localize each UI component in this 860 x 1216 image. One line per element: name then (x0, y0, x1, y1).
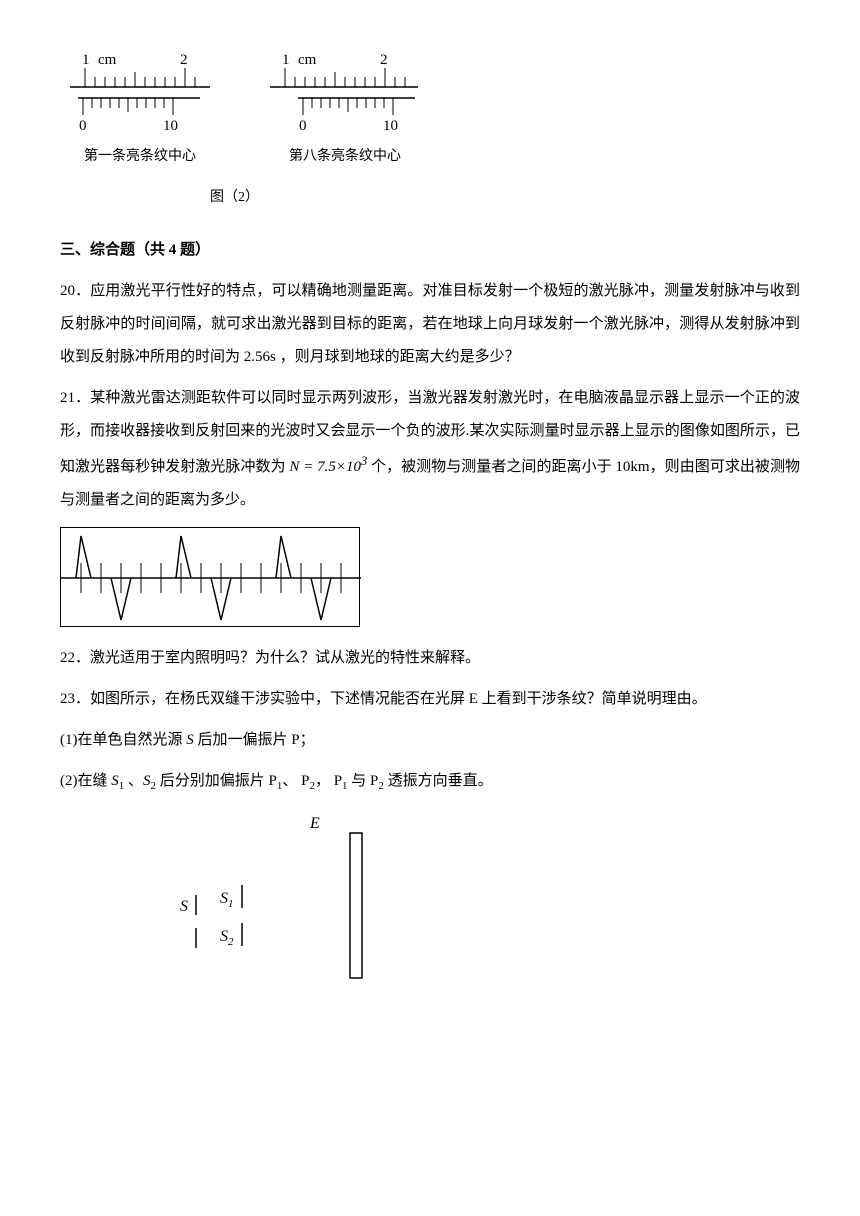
waveform-diagram (60, 527, 360, 627)
question-21: 21．某种激光雷达测距软件可以同时显示两列波形，当激光器发射激光时，在电脑液晶显… (60, 382, 800, 517)
ruler1-label-10: 10 (163, 118, 178, 134)
q21-formula: N = 7.5×103 (289, 459, 371, 475)
ruler-svg-2: 1 cm 2 (260, 50, 430, 140)
ruler1-label-cm: cm (98, 52, 117, 68)
ruler-2: 1 cm 2 (260, 50, 430, 173)
ruler2-label-2: 2 (380, 52, 388, 68)
ruler-svg-1: 1 cm 2 (60, 50, 220, 140)
ruler1-label-2: 2 (180, 52, 188, 68)
label-S: S (180, 898, 188, 915)
ruler2-label-0: 0 (299, 118, 307, 134)
ruler-figures: 1 cm 2 (60, 50, 800, 173)
waveform-svg (61, 528, 361, 628)
figure-label: 图（2） (210, 183, 800, 214)
ruler1-caption: 第一条亮条纹中心 (84, 142, 196, 173)
question-23-main: 23．如图所示，在杨氏双缝干涉实验中，下述情况能否在光屏 E 上看到干涉条纹？简… (60, 683, 800, 716)
ruler2-label-1: 1 (282, 52, 290, 68)
question-23-part1: (1)在单色自然光源 S 后加一偏振片 P； (60, 724, 800, 757)
section-heading: 三、综合题（共 4 题） (60, 234, 800, 267)
label-S1: S1 (220, 890, 234, 910)
label-S2: S2 (220, 928, 234, 948)
diagram-23: E S S1 S2 (180, 813, 800, 996)
ruler2-caption: 第八条亮条纹中心 (289, 142, 401, 173)
label-E: E (309, 815, 320, 832)
question-23-part2: (2)在缝 S1 、S2 后分别加偏振片 P1、 P2， P1 与 P2 透振方… (60, 765, 800, 798)
ruler1-label-0: 0 (79, 118, 87, 134)
ruler1-label-1: 1 (82, 52, 90, 68)
question-20: 20．应用激光平行性好的特点，可以精确地测量距离。对准目标发射一个极短的激光脉冲… (60, 275, 800, 374)
ruler2-label-cm: cm (298, 52, 317, 68)
ruler2-label-10: 10 (383, 118, 398, 134)
diagram-23-svg: E S S1 S2 (180, 813, 400, 983)
ruler-1: 1 cm 2 (60, 50, 220, 173)
question-22: 22．激光适用于室内照明吗？为什么？试从激光的特性来解释。 (60, 642, 800, 675)
